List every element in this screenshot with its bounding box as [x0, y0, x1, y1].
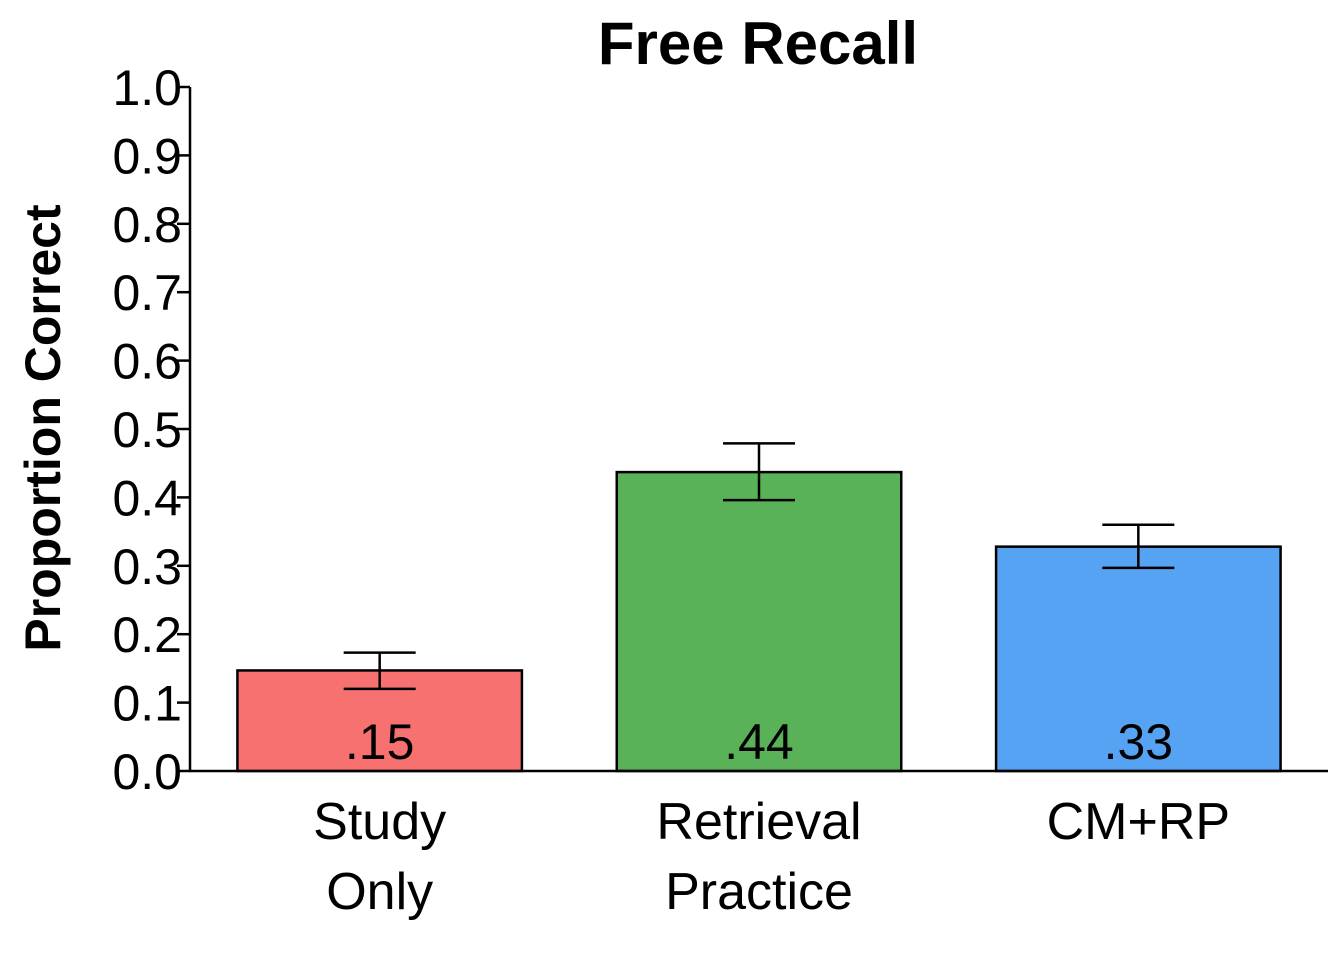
x-ticks-layer: Study Only Retrieval Practice CM+RP	[313, 793, 1230, 921]
y-tick-label: 0.9	[112, 128, 182, 184]
y-tick-label: 0.4	[112, 470, 182, 526]
data-label: .33	[1104, 714, 1174, 770]
y-tick-label: 0.2	[112, 607, 182, 663]
x-tick-label-line: Only	[326, 863, 433, 921]
y-ticks-layer: 0.0 0.1 0.2 0.3 0.4 0.5 0.6 0.7 0.8 0.9 1.0	[112, 60, 190, 800]
y-tick-label: 0.3	[112, 539, 182, 595]
y-tick-label: 0.1	[112, 676, 182, 732]
x-tick-label: Retrieval Practice	[656, 793, 861, 921]
y-tick-label: 0.8	[112, 197, 182, 253]
error-bars-layer	[343, 442, 1175, 691]
bar	[615, 470, 903, 773]
y-tick-label: 0.7	[112, 265, 182, 321]
y-tick-label: 0.6	[112, 334, 182, 390]
x-tick-label: CM+RP	[1047, 793, 1230, 851]
y-tick-label: 0.5	[112, 402, 182, 458]
x-tick-label-line: Retrieval	[656, 793, 861, 851]
data-labels-layer: .15 .44 .33	[345, 714, 1173, 770]
x-tick-label-line: CM+RP	[1047, 793, 1230, 851]
x-tick-label-line: Study	[313, 793, 446, 851]
data-label: .44	[724, 714, 794, 770]
x-tick-label: Study Only	[313, 793, 446, 921]
y-axis-label: Proportion Correct	[15, 204, 71, 652]
chart-title: Free Recall	[598, 10, 918, 77]
y-tick-label: 1.0	[112, 60, 182, 116]
x-tick-label-line: Practice	[665, 863, 853, 921]
y-tick-label: 0.0	[112, 744, 182, 800]
data-label: .15	[345, 714, 415, 770]
